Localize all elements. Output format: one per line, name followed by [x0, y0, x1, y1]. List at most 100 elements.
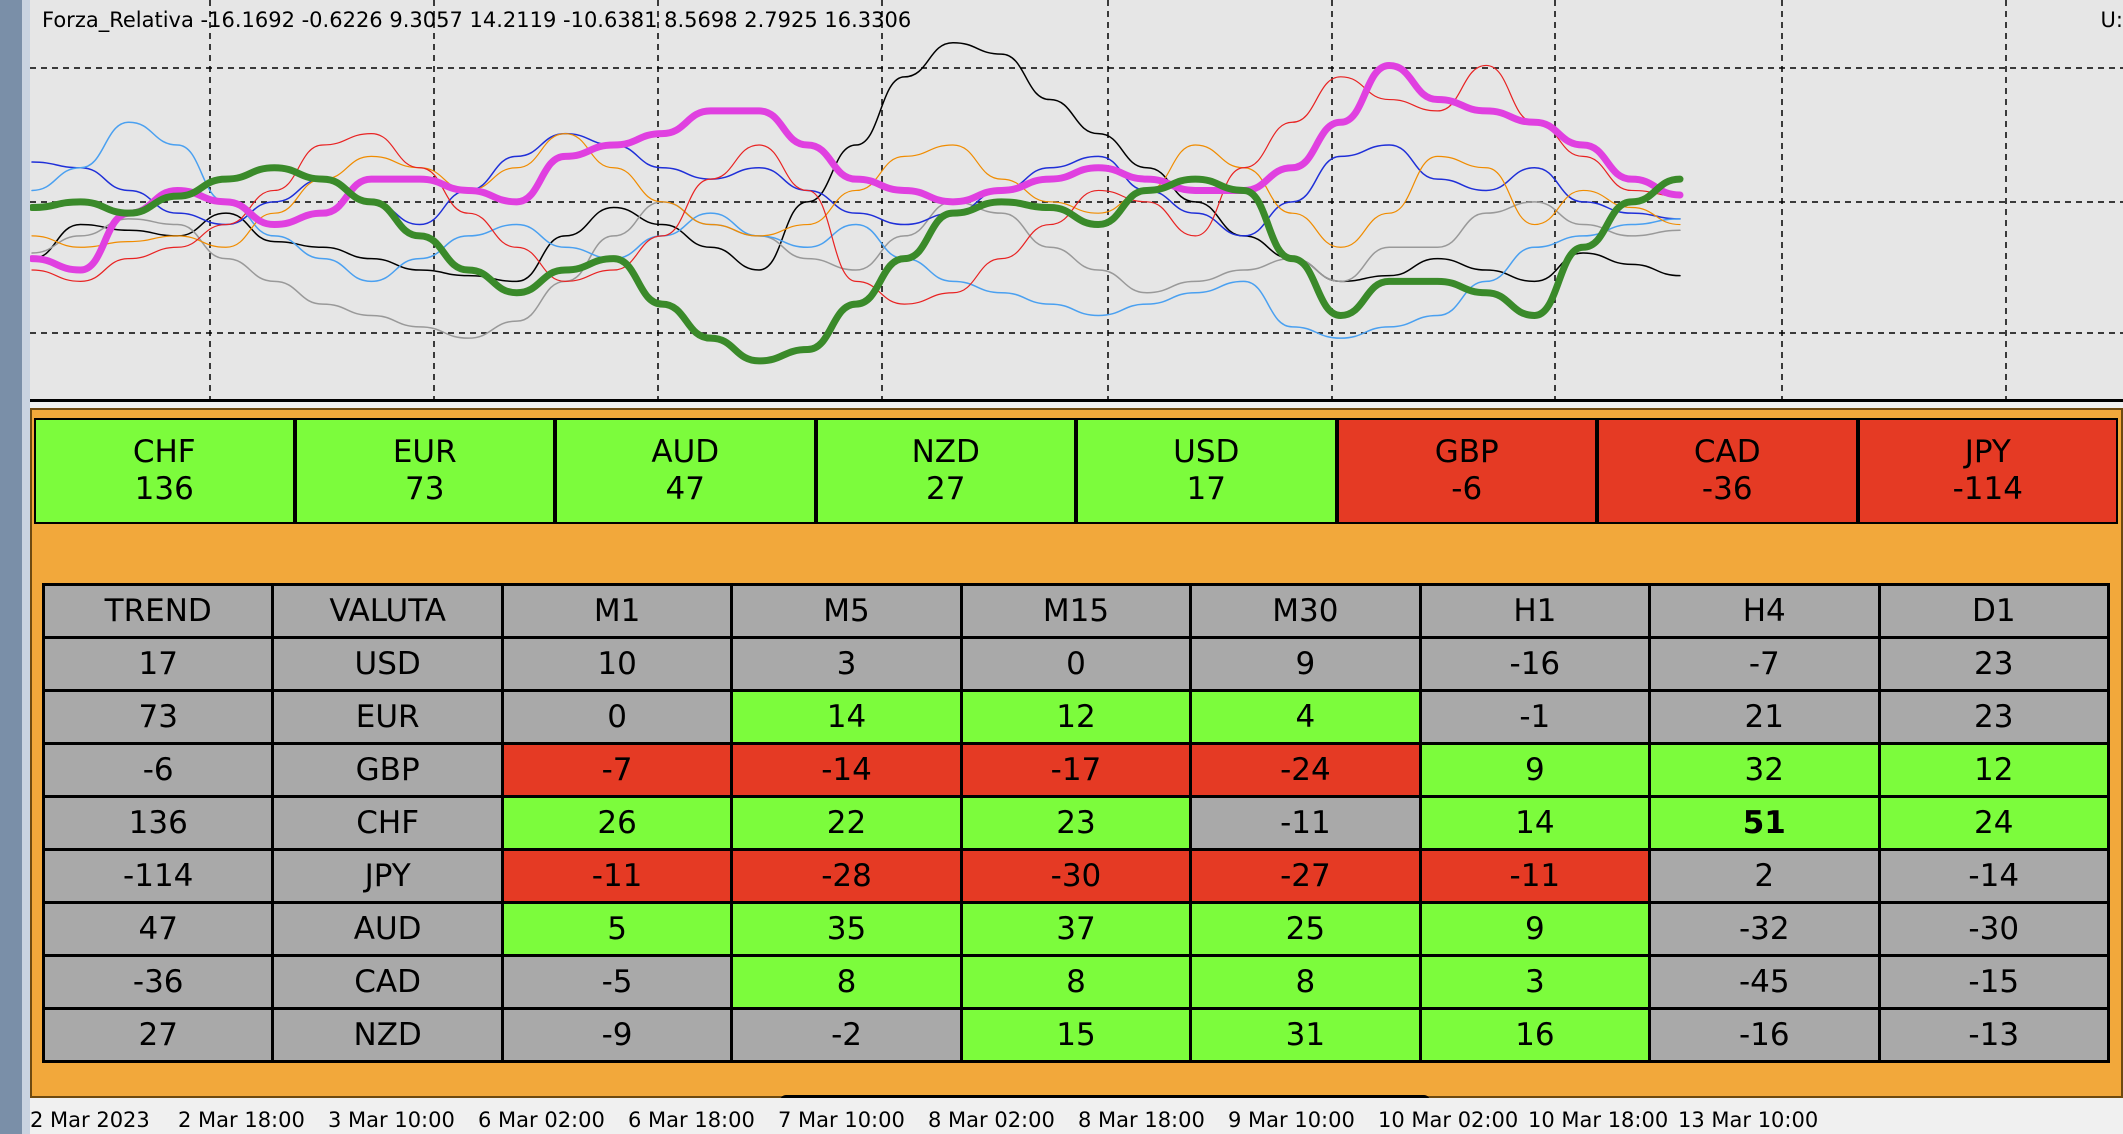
- table-cell: 27: [41, 1007, 275, 1063]
- table-cell: 15: [959, 1007, 1193, 1063]
- table-row: 47 AUD 5 35 37 25 9 -32 -30: [41, 901, 2110, 957]
- strength-cell-aud: AUD 47: [555, 418, 816, 524]
- x-tick-label: 6 Mar 02:00: [478, 1108, 605, 1132]
- table-cell: -24: [1189, 742, 1422, 798]
- table-cell: -7: [500, 742, 734, 798]
- table-cell: USD: [271, 636, 504, 692]
- table-cell: 25: [1189, 901, 1422, 957]
- header-d1: D1: [1877, 583, 2110, 639]
- x-tick-label: 10 Mar 02:00: [1378, 1108, 1519, 1132]
- table-cell: 8: [730, 954, 963, 1010]
- table-cell: 136: [41, 795, 275, 851]
- table-cell: -11: [1418, 848, 1652, 904]
- table-cell: 47: [41, 901, 275, 957]
- table-cell: -14: [1877, 848, 2110, 904]
- table-cell: CHF: [271, 795, 504, 851]
- table-cell: NZD: [271, 1007, 504, 1063]
- strength-value: 136: [134, 471, 194, 507]
- table-cell: 9: [1189, 636, 1422, 692]
- table-cell: -30: [959, 848, 1193, 904]
- table-cell: 9: [1418, 742, 1652, 798]
- indicator-chart[interactable]: Forza_Relativa -16.1692 -0.6226 9.3057 1…: [30, 0, 2123, 402]
- table-cell: -11: [500, 848, 734, 904]
- strength-cell-eur: EUR 73: [294, 418, 555, 524]
- strength-cell-usd: USD 17: [1076, 418, 1337, 524]
- strength-value: 73: [405, 471, 445, 507]
- table-row: -6 GBP -7 -14 -17 -24 9 32 12: [41, 742, 2110, 798]
- strength-value: -6: [1451, 471, 1483, 507]
- strength-cell-gbp: GBP -6: [1336, 418, 1597, 524]
- table-cell: 10: [500, 636, 734, 692]
- table-cell: 26: [500, 795, 734, 851]
- table-cell: 17: [41, 636, 275, 692]
- window-frame-inner: [22, 0, 30, 1134]
- x-tick-label: 8 Mar 02:00: [928, 1108, 1055, 1132]
- table-cell: 2: [1648, 848, 1881, 904]
- table-row: -36 CAD -5 8 8 8 3 -45 -15: [41, 954, 2110, 1010]
- table-cell: GBP: [271, 742, 504, 798]
- strength-value: -36: [1701, 471, 1753, 507]
- timeframe-table: TREND VALUTA M1 M5 M15 M30 H1 H4 D1 17 USD 10 3 0 9 -1…: [41, 583, 2110, 1063]
- header-m5: M5: [730, 583, 963, 639]
- table-cell: -32: [1648, 901, 1881, 957]
- x-tick-label: 2 Mar 18:00: [178, 1108, 305, 1132]
- table-cell: -5: [500, 954, 734, 1010]
- table-cell: 23: [959, 795, 1193, 851]
- x-tick-label: 6 Mar 18:00: [628, 1108, 755, 1132]
- chart-canvas: [30, 0, 2123, 400]
- table-cell: 0: [500, 689, 734, 745]
- table-cell: -28: [730, 848, 963, 904]
- chart-right-label: U:: [2100, 8, 2123, 32]
- series-line-0: [31, 41, 1681, 283]
- x-tick-label: 10 Mar 18:00: [1528, 1108, 1669, 1132]
- x-tick-label: 3 Mar 10:00: [328, 1108, 455, 1132]
- x-tick-label: 2 Mar 2023: [30, 1108, 150, 1132]
- table-cell: -6: [41, 742, 275, 798]
- strength-currency: EUR: [392, 434, 457, 470]
- x-tick-label: 13 Mar 10:00: [1678, 1108, 1819, 1132]
- strength-value: 47: [665, 471, 705, 507]
- table-body: 17 USD 10 3 0 9 -16 -7 23 73 EUR 0 14 12 4 -1 21 23 -6 GBP -…: [41, 636, 2110, 1063]
- strength-cell-jpy: JPY -114: [1857, 418, 2118, 524]
- series-line-7: [30, 164, 1684, 365]
- strength-currency: GBP: [1434, 434, 1499, 470]
- table-cell: -15: [1877, 954, 2110, 1010]
- table-cell: 14: [730, 689, 963, 745]
- header-m30: M30: [1189, 583, 1422, 639]
- table-cell: 8: [959, 954, 1193, 1010]
- table-cell: 73: [41, 689, 275, 745]
- header-valuta: VALUTA: [271, 583, 504, 639]
- currency-strength-row: CHF 136 EUR 73 AUD 47 NZD 27 USD 17 GBP -6 CAD -36 JPY…: [34, 418, 2118, 524]
- series-line-4: [31, 133, 1681, 248]
- series-line-6: [30, 61, 1684, 274]
- table-cell: 35: [730, 901, 963, 957]
- strength-currency: AUD: [651, 434, 720, 470]
- table-cell: 23: [1877, 689, 2110, 745]
- table-cell: 12: [959, 689, 1193, 745]
- table-cell: 3: [1418, 954, 1652, 1010]
- header-trend: TREND: [41, 583, 275, 639]
- strength-currency: CHF: [132, 434, 196, 470]
- table-cell: 0: [959, 636, 1193, 692]
- table-cell: 12: [1877, 742, 2110, 798]
- x-tick-label: 7 Mar 10:00: [778, 1108, 905, 1132]
- table-cell: -30: [1877, 901, 2110, 957]
- table-cell: -7: [1648, 636, 1881, 692]
- table-cell: 9: [1418, 901, 1652, 957]
- table-cell: 51: [1648, 795, 1881, 851]
- table-cell: 22: [730, 795, 963, 851]
- table-cell: -27: [1189, 848, 1422, 904]
- table-cell: 14: [1418, 795, 1652, 851]
- table-cell: 24: [1877, 795, 2110, 851]
- table-cell: 23: [1877, 636, 2110, 692]
- table-cell: 32: [1648, 742, 1881, 798]
- table-cell: 16: [1418, 1007, 1652, 1063]
- series-line-3: [31, 121, 1681, 339]
- strength-currency: NZD: [911, 434, 980, 470]
- strength-currency: JPY: [1964, 434, 2011, 470]
- table-cell: -36: [41, 954, 275, 1010]
- table-cell: 31: [1189, 1007, 1422, 1063]
- table-cell: -45: [1648, 954, 1881, 1010]
- table-cell: 21: [1648, 689, 1881, 745]
- table-cell: -17: [959, 742, 1193, 798]
